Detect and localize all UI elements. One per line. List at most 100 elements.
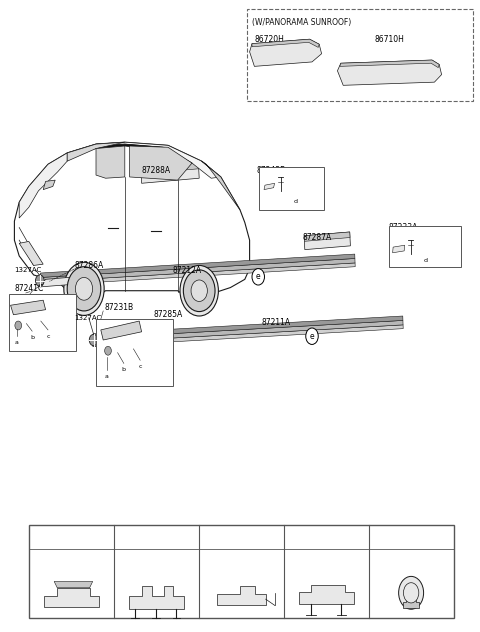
FancyBboxPatch shape (9, 294, 76, 351)
Polygon shape (54, 581, 93, 588)
Circle shape (373, 530, 385, 547)
Text: 87231B: 87231B (105, 303, 134, 312)
Polygon shape (299, 585, 354, 604)
Text: 87243B: 87243B (257, 166, 286, 175)
Text: 87247: 87247 (314, 557, 338, 563)
Text: 87241C: 87241C (14, 284, 44, 293)
Polygon shape (40, 254, 355, 277)
Polygon shape (40, 277, 76, 287)
Text: 87248: 87248 (314, 570, 338, 576)
Text: d: d (292, 534, 297, 543)
Polygon shape (264, 183, 275, 190)
Polygon shape (337, 60, 442, 85)
Circle shape (420, 253, 431, 267)
Polygon shape (40, 258, 355, 282)
Text: a: a (37, 534, 42, 543)
Text: 87285A: 87285A (154, 310, 183, 319)
Text: d: d (293, 199, 297, 204)
Text: d: d (424, 258, 428, 263)
Polygon shape (11, 300, 46, 315)
Text: 1327AC: 1327AC (14, 267, 42, 273)
Polygon shape (67, 142, 125, 161)
Text: 87255A: 87255A (57, 557, 85, 563)
Circle shape (191, 280, 207, 301)
Text: 87293B: 87293B (397, 557, 425, 563)
Bar (29, 525, 454, 618)
Circle shape (403, 583, 419, 603)
FancyBboxPatch shape (389, 226, 461, 267)
Text: 1327AC: 1327AC (74, 315, 102, 321)
FancyBboxPatch shape (96, 319, 173, 386)
Circle shape (43, 330, 53, 343)
Polygon shape (252, 39, 319, 47)
Polygon shape (67, 142, 221, 178)
Polygon shape (94, 325, 403, 346)
Text: 87286A: 87286A (74, 261, 104, 270)
Polygon shape (41, 263, 355, 286)
Polygon shape (202, 161, 240, 210)
Text: c: c (46, 334, 50, 339)
Polygon shape (19, 241, 43, 265)
Polygon shape (129, 586, 184, 609)
Circle shape (67, 267, 101, 311)
Circle shape (252, 269, 264, 285)
Text: 87211A: 87211A (262, 318, 291, 327)
Circle shape (288, 530, 300, 547)
Text: 87255: 87255 (218, 534, 242, 543)
Circle shape (203, 530, 216, 547)
Text: 87233A: 87233A (389, 223, 418, 232)
Circle shape (102, 370, 111, 382)
Text: 86710H: 86710H (374, 35, 404, 44)
Polygon shape (393, 245, 405, 253)
Circle shape (27, 331, 37, 344)
Text: 87212A: 87212A (173, 266, 202, 275)
Circle shape (12, 336, 22, 349)
Bar (247, 9, 473, 101)
Text: e: e (256, 272, 261, 281)
Polygon shape (130, 146, 192, 180)
Circle shape (183, 270, 215, 312)
Text: e: e (310, 332, 314, 341)
Text: 87256: 87256 (144, 557, 168, 563)
Text: c: c (138, 364, 142, 369)
Polygon shape (14, 142, 250, 294)
Polygon shape (44, 588, 99, 607)
Text: a: a (15, 340, 19, 345)
Circle shape (36, 275, 44, 286)
Circle shape (105, 346, 111, 355)
Text: 87287A: 87287A (302, 233, 332, 241)
Circle shape (33, 530, 46, 547)
Polygon shape (93, 320, 403, 343)
Text: c: c (207, 534, 211, 543)
Polygon shape (250, 39, 322, 66)
Polygon shape (403, 599, 419, 608)
Text: 87256D: 87256D (142, 570, 170, 576)
Circle shape (89, 334, 98, 346)
Circle shape (75, 277, 93, 300)
Circle shape (64, 262, 104, 315)
Text: 87256A: 87256A (57, 570, 85, 576)
Text: b: b (122, 367, 126, 372)
Text: 87288A: 87288A (142, 166, 171, 175)
FancyBboxPatch shape (259, 167, 324, 210)
Circle shape (15, 321, 22, 330)
Text: (W/PANORAMA SUNROOF): (W/PANORAMA SUNROOF) (252, 18, 351, 27)
Circle shape (398, 576, 424, 609)
Polygon shape (93, 316, 403, 338)
Text: b: b (30, 335, 34, 340)
Polygon shape (93, 336, 133, 346)
Polygon shape (96, 146, 125, 178)
Circle shape (180, 265, 218, 316)
Text: 87293B: 87293B (388, 534, 417, 543)
Polygon shape (43, 180, 55, 190)
Text: b: b (122, 534, 127, 543)
Circle shape (118, 530, 131, 547)
Polygon shape (91, 144, 192, 164)
Text: a: a (105, 374, 108, 379)
Circle shape (135, 360, 145, 373)
Circle shape (119, 363, 129, 376)
Text: e: e (377, 534, 382, 543)
Polygon shape (141, 162, 199, 183)
Text: 87255: 87255 (229, 557, 253, 563)
Circle shape (290, 195, 300, 209)
